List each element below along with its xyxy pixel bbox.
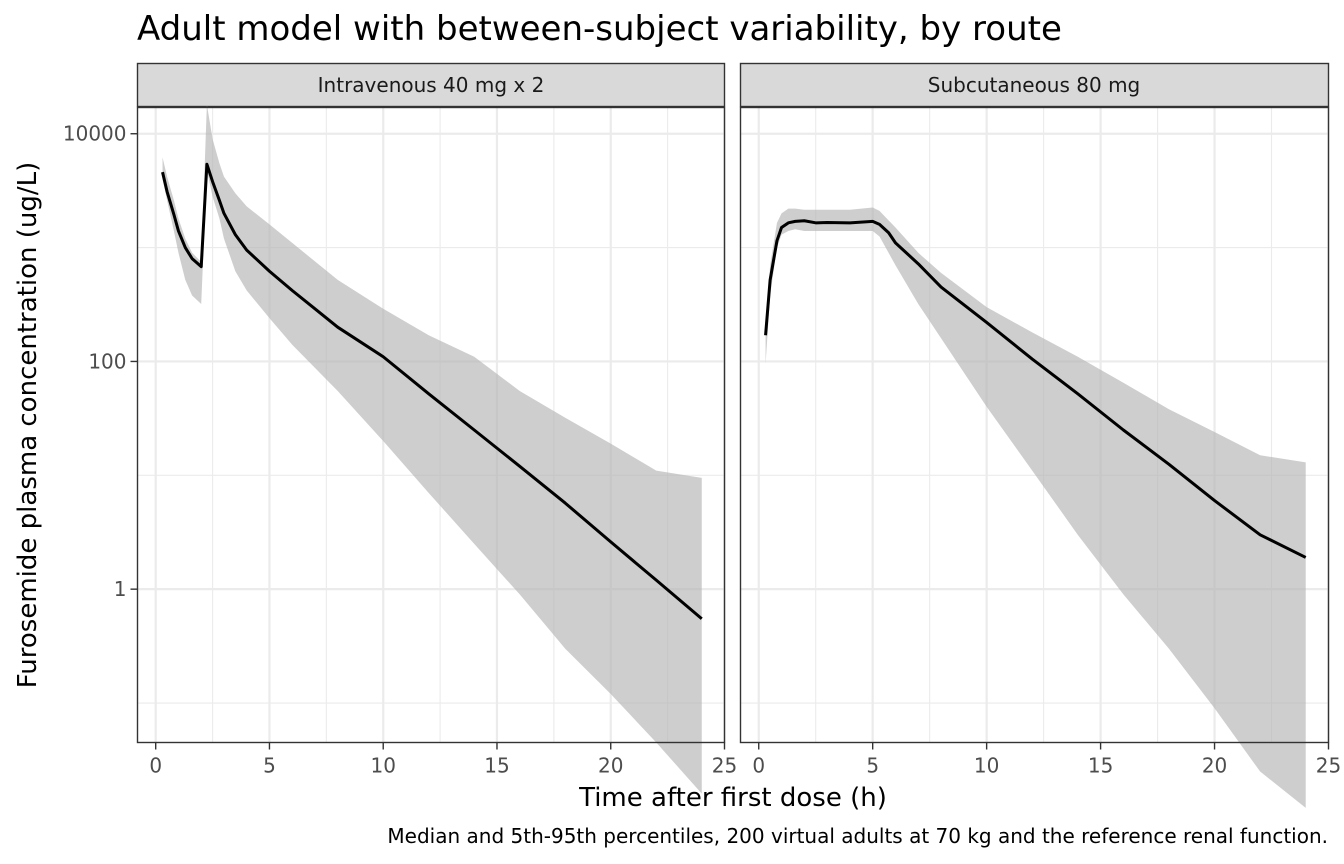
y-tick-label: 1 <box>114 577 127 601</box>
y-axis: 1 100 10000 <box>63 122 138 601</box>
chart-title: Adult model with between-subject variabi… <box>137 9 1062 49</box>
strip-label: Intravenous 40 mg x 2 <box>318 73 545 97</box>
y-tick-label: 10000 <box>63 122 127 146</box>
x-tick-label: 0 <box>149 754 162 778</box>
x-tick-label: 5 <box>866 754 879 778</box>
x-tick-label: 0 <box>752 754 765 778</box>
x-tick-label: 15 <box>484 754 509 778</box>
median-line <box>764 219 1307 559</box>
x-tick-label: 10 <box>974 754 999 778</box>
y-tick-label: 100 <box>88 349 126 373</box>
x-tick-label: 15 <box>1088 754 1113 778</box>
strip-background <box>136 62 726 108</box>
panel-data <box>764 207 1307 808</box>
percentile-ribbon <box>765 207 1306 808</box>
panel-border <box>739 106 1330 744</box>
panel-data <box>161 104 703 794</box>
x-axis-title: Time after first dose (h) <box>578 783 887 813</box>
x-axis: 0 5 10 15 20 25 <box>149 742 737 778</box>
median-line <box>161 162 703 620</box>
strip-background <box>739 62 1330 108</box>
x-tick-label: 20 <box>1202 754 1227 778</box>
x-tick-label: 25 <box>712 754 737 778</box>
x-tick-label: 5 <box>263 754 276 778</box>
x-tick-label: 20 <box>598 754 623 778</box>
y-axis-title: Furosemide plasma concentration (ug/L) <box>13 162 43 688</box>
panel-border <box>136 106 726 744</box>
x-tick-label: 25 <box>1316 754 1341 778</box>
percentile-ribbon <box>162 104 702 794</box>
strip-label: Subcutaneous 80 mg <box>928 73 1141 97</box>
x-axis: 0 5 10 15 20 25 <box>752 742 1341 778</box>
x-tick-label: 10 <box>370 754 395 778</box>
chart-caption: Median and 5th-95th percentiles, 200 vir… <box>387 824 1328 848</box>
